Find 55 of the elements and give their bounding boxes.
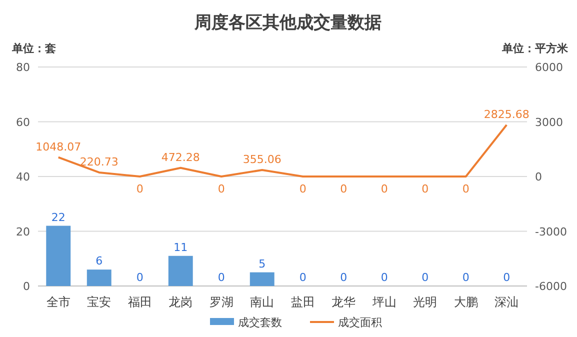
y2-tick-label: 0 — [535, 170, 542, 184]
data-label: 0 — [422, 271, 429, 284]
y2-tick-label: -3000 — [535, 225, 567, 238]
data-label: 0 — [462, 271, 470, 284]
data-label: 0 — [136, 182, 144, 196]
x-tick-label: 龙华 — [332, 295, 356, 309]
data-label: 0 — [422, 182, 429, 196]
data-label: 0 — [503, 271, 510, 284]
x-tick-label: 宝安 — [87, 295, 112, 309]
data-label: 0 — [136, 271, 144, 284]
data-label: 6 — [96, 254, 103, 268]
data-label: 0 — [380, 271, 388, 284]
x-tick-label: 盐田 — [290, 295, 315, 309]
x-tick-label: 罗湖 — [209, 295, 234, 309]
data-label: 0 — [380, 182, 388, 196]
y2-tick-label: 3000 — [535, 116, 563, 129]
x-tick-label: 光明 — [413, 295, 438, 309]
data-label: 2825.68 — [484, 108, 530, 121]
data-label: 0 — [218, 182, 225, 196]
y-tick-label: 20 — [16, 225, 30, 238]
data-label: 5 — [258, 257, 266, 270]
y2-tick-label: 6000 — [535, 61, 563, 74]
y-tick-label: 80 — [16, 61, 30, 74]
x-tick-label: 南山 — [250, 295, 274, 309]
bar — [46, 226, 71, 286]
data-label: 355.06 — [242, 153, 282, 166]
legend-label: 成交套数 — [238, 316, 282, 329]
y2-tick-label: -6000 — [535, 280, 567, 293]
x-tick-label: 深汕 — [494, 295, 519, 309]
bar — [86, 270, 112, 286]
chart-title: 周度各区其他成交量数据 — [194, 13, 382, 33]
y-tick-label: 0 — [23, 280, 30, 293]
y2-axis-title: 单位：平方米 — [501, 42, 569, 55]
data-label: 0 — [299, 182, 306, 196]
data-label: 220.73 — [80, 155, 118, 168]
data-label: 0 — [462, 182, 470, 196]
y-tick-label: 60 — [16, 116, 30, 129]
bar — [168, 256, 193, 286]
data-label: 11 — [174, 240, 188, 254]
data-label: 22 — [51, 210, 66, 224]
y-axis-title: 单位：套 — [11, 42, 56, 55]
data-label: 0 — [299, 271, 306, 284]
x-tick-label: 全市 — [46, 295, 70, 309]
x-tick-label: 大鹏 — [454, 295, 478, 309]
data-label: 0 — [340, 271, 348, 284]
x-tick-label: 坪山 — [371, 295, 396, 309]
y-tick-label: 40 — [16, 170, 30, 184]
x-tick-label: 龙岗 — [168, 295, 193, 309]
bar — [250, 272, 274, 286]
data-label: 0 — [218, 271, 225, 284]
data-label: 0 — [340, 182, 348, 196]
x-tick-label: 福田 — [128, 295, 152, 309]
legend-label: 成交面积 — [338, 316, 382, 329]
data-label: 472.28 — [161, 150, 200, 164]
data-label: 1048.07 — [36, 140, 82, 154]
